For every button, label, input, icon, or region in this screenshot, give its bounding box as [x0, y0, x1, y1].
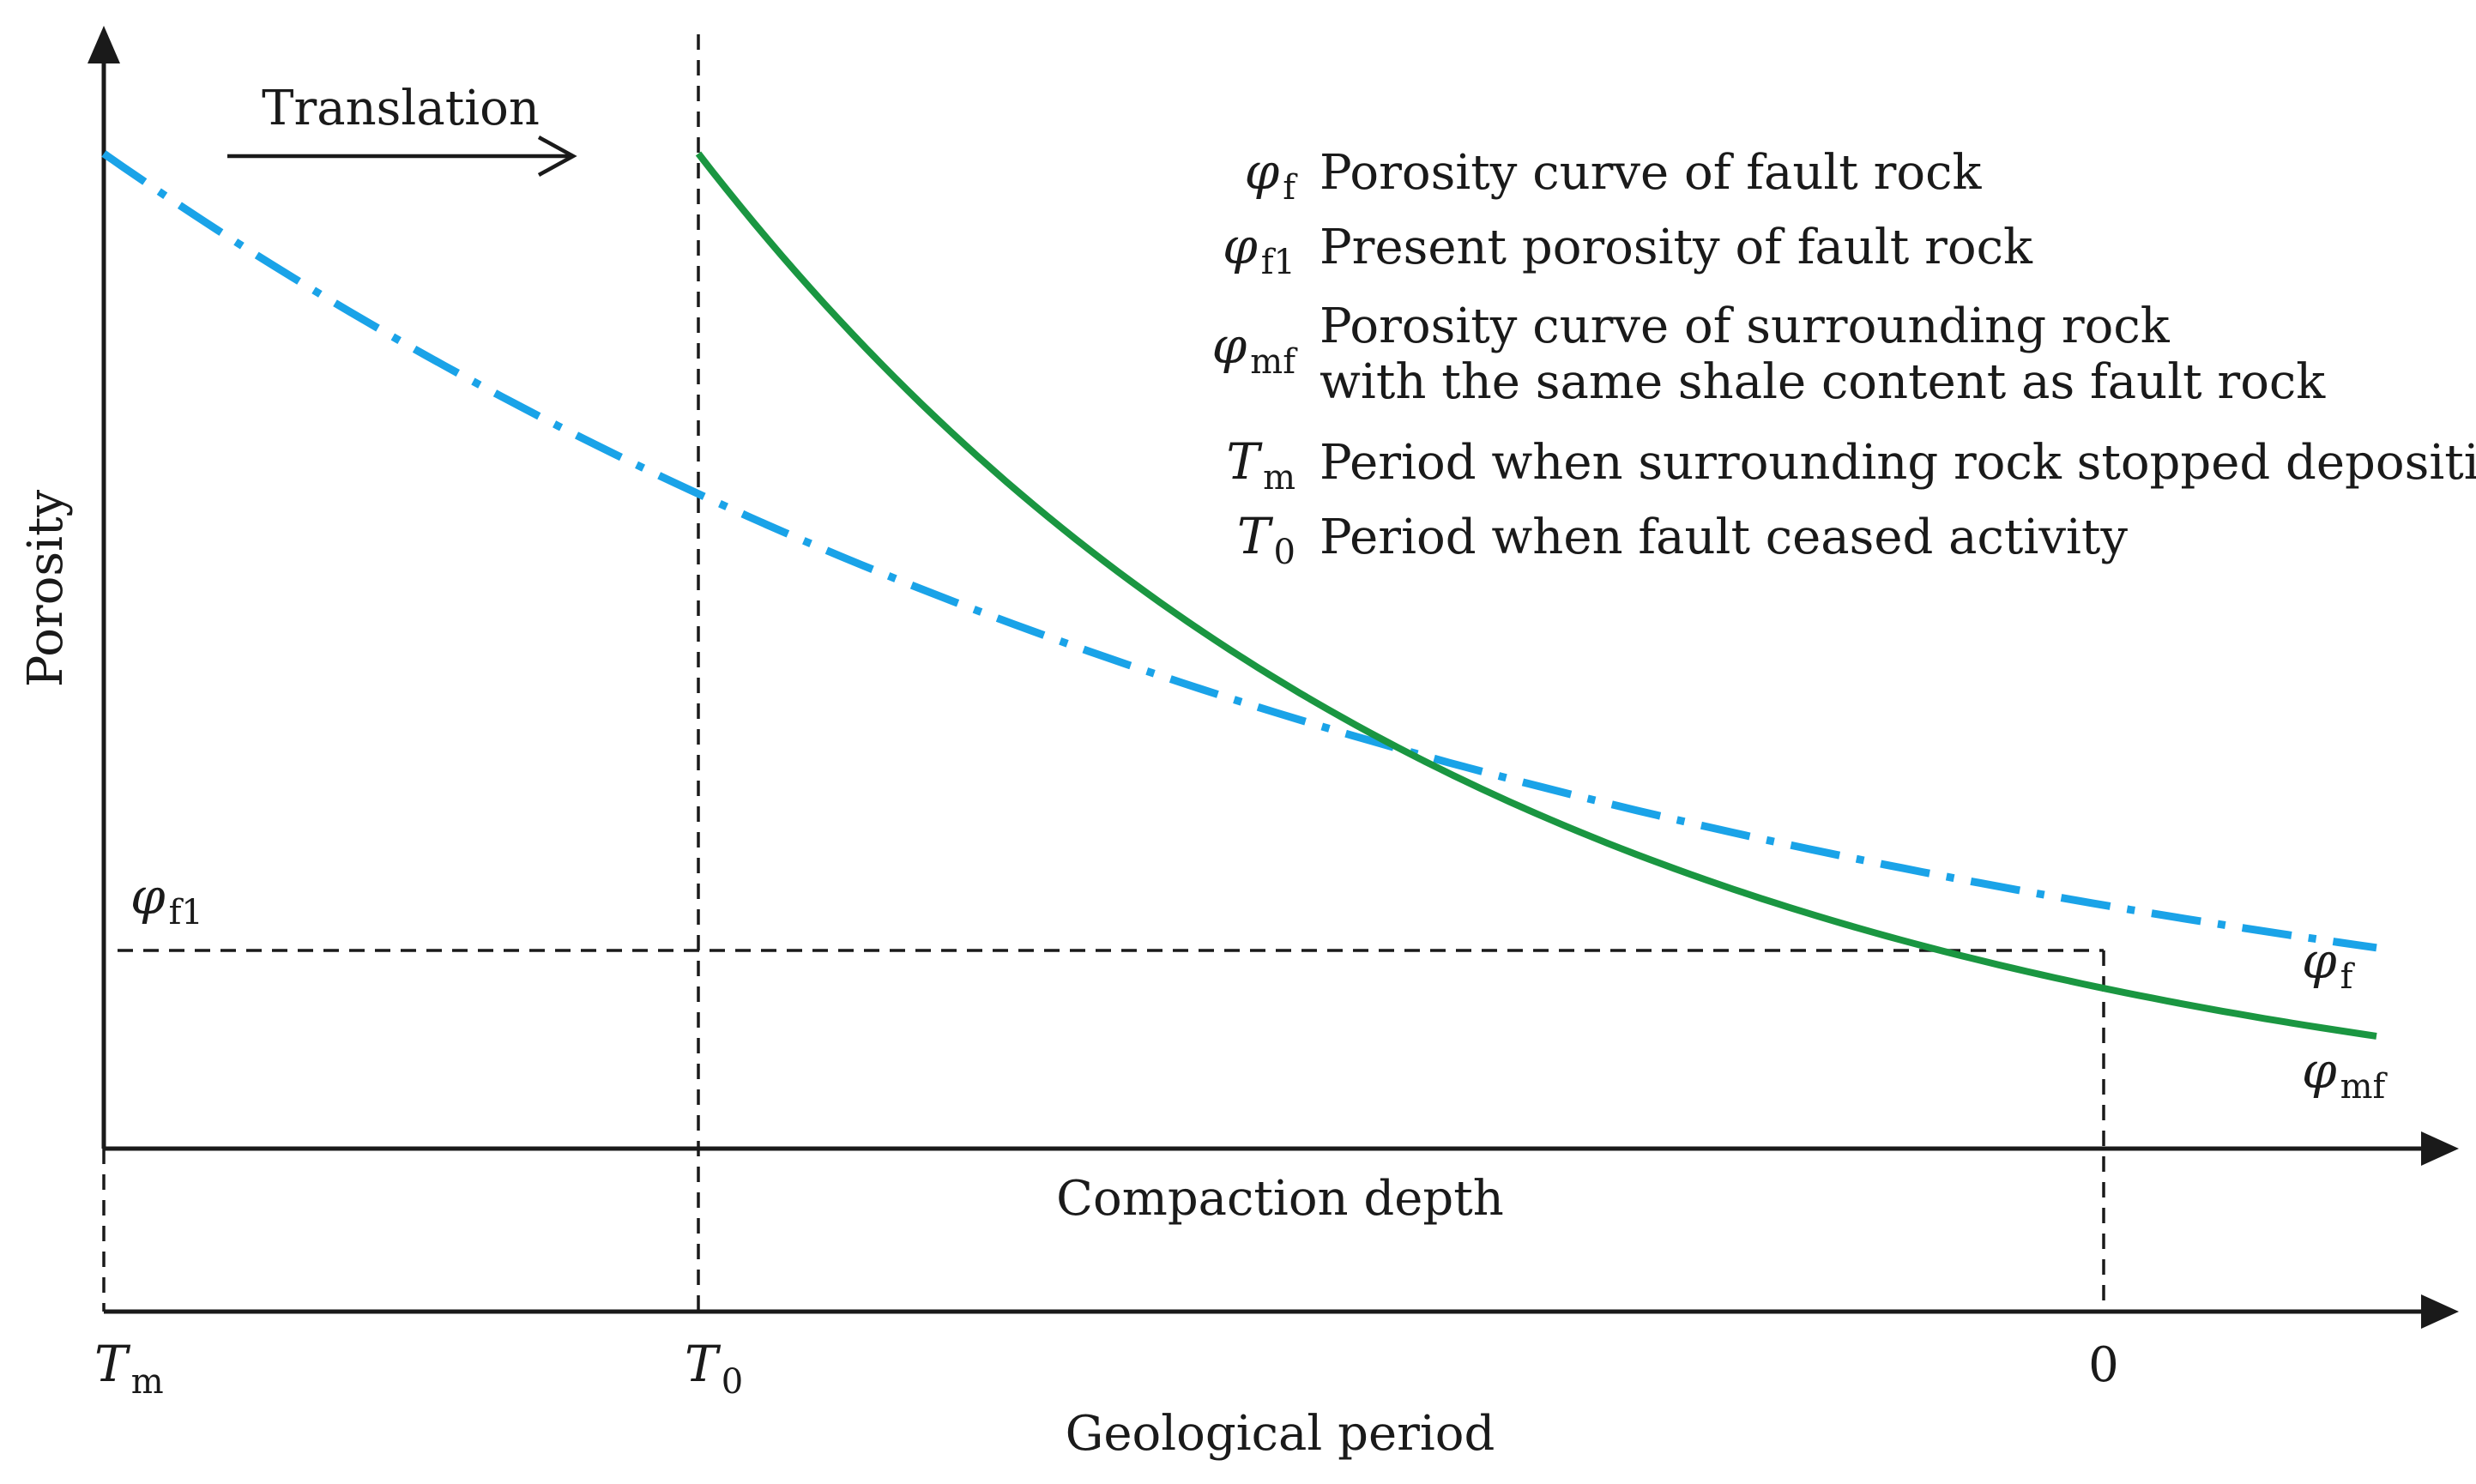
legend-item-phi-mf: φ mf Porosity curve of surrounding rock w…	[1212, 299, 2327, 410]
y-axis-arrowhead	[88, 26, 120, 63]
legend-text-tm: Period when surrounding rock stopped dep…	[1320, 435, 2476, 491]
phi-f-curve-label-sub: f	[2340, 957, 2356, 997]
tick-tm-sub: m	[131, 1362, 164, 1402]
translation-label: Translation	[262, 81, 540, 136]
legend-text-phi-f1: Present porosity of fault rock	[1320, 220, 2033, 275]
translation-arrow-head	[537, 136, 577, 177]
legend-text-t0: Period when fault ceased activity	[1320, 510, 2128, 565]
phi-f1-marker-symbol: φ	[130, 867, 166, 926]
legend-symbol-phi-mf: φ mf	[1212, 317, 1299, 382]
phi-mf-curve-label-sub: mf	[2340, 1067, 2388, 1107]
phi-mf-curve-label: φ mf	[2302, 1041, 2388, 1107]
time-axis-label: Geological period	[1066, 1406, 1495, 1462]
tick-tm-symbol: T	[94, 1335, 131, 1393]
legend-item-phi-f1: φ f1 Present porosity of fault rock	[1223, 217, 2033, 282]
legend-symbol-phi-f1: φ f1	[1223, 217, 1295, 282]
phi-mf-curve-label-symbol: φ	[2302, 1041, 2337, 1100]
phi-f1-marker: φ f1	[130, 867, 203, 932]
legend-text-phi-mf-line2: with the same shale content as fault roc…	[1320, 354, 2326, 410]
phi-f1-marker-sub: f1	[169, 893, 203, 932]
time-axis-arrowhead	[2421, 1294, 2459, 1329]
phi-mf-curve	[101, 150, 2377, 952]
tick-t0-sub: 0	[722, 1362, 743, 1402]
x-axis-label: Compaction depth	[1056, 1171, 1504, 1227]
guide-lines	[102, 34, 2105, 1312]
y-axis-label: Porosity	[18, 489, 74, 687]
phi-f-curve-label-symbol: φ	[2302, 932, 2337, 990]
tick-t0-symbol: T	[685, 1335, 722, 1393]
legend-text-phi-mf-line1: Porosity curve of surrounding rock	[1320, 299, 2171, 354]
phi-f-curve	[695, 151, 2377, 1040]
x-axis-arrowhead	[2421, 1131, 2459, 1166]
tick-zero: 0	[2088, 1337, 2119, 1393]
legend-text-phi-f: Porosity curve of fault rock	[1320, 145, 1982, 201]
